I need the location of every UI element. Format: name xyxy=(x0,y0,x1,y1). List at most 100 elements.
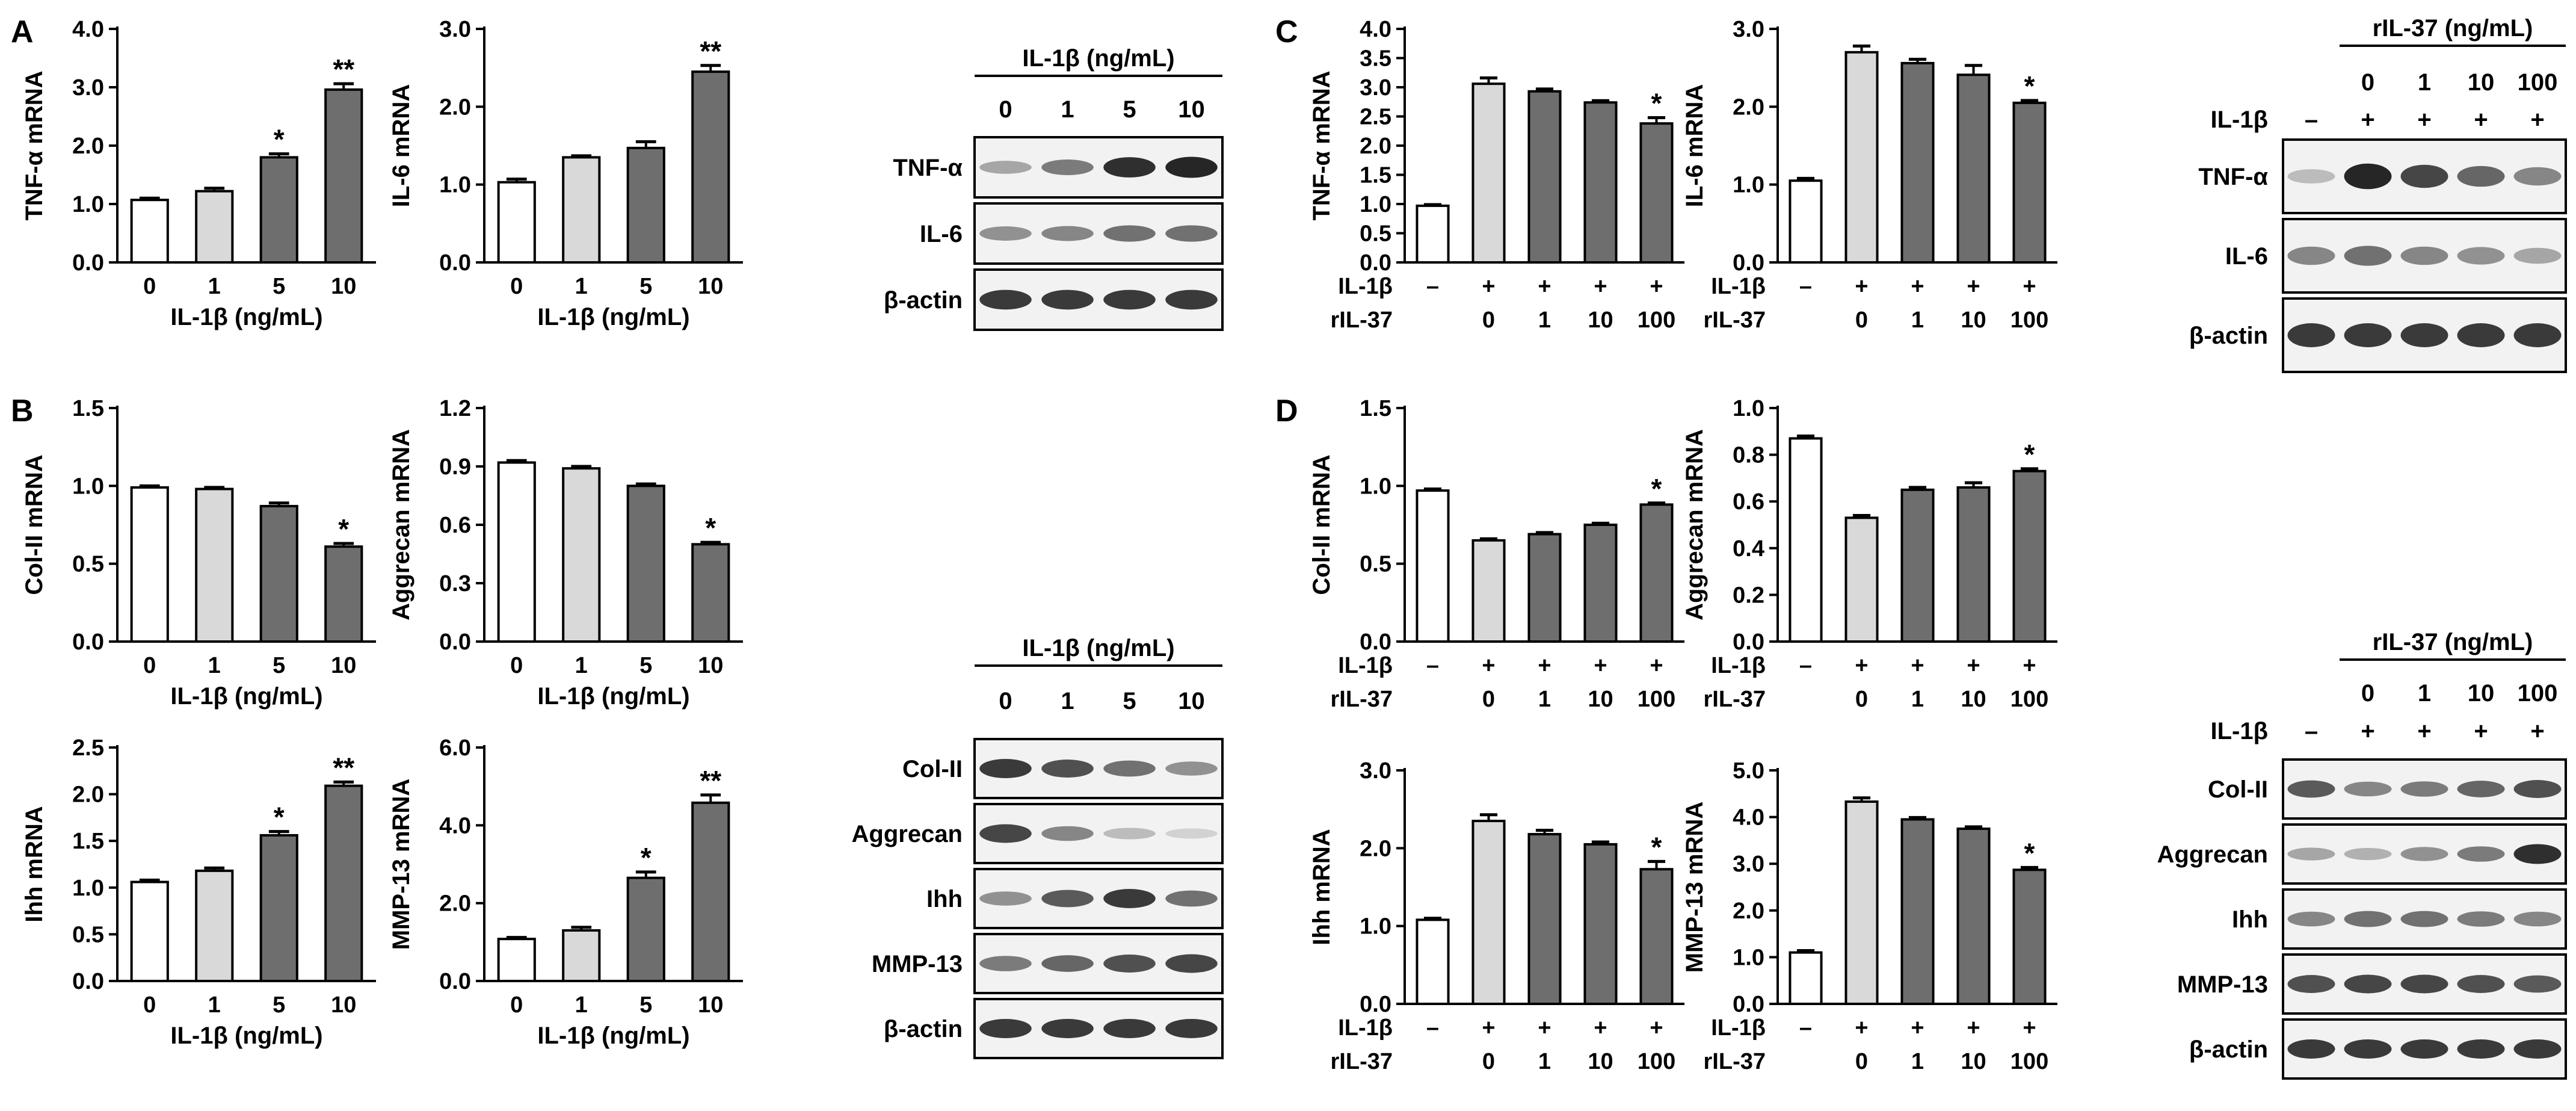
blot-band xyxy=(2287,975,2335,993)
panel-label-c: C xyxy=(1275,14,1298,49)
y-tick-label: 2.0 xyxy=(72,782,104,808)
bar-3 xyxy=(1583,843,1618,1006)
x-tick-label: 5 xyxy=(273,653,285,678)
lane-label: 100 xyxy=(2518,69,2558,96)
x-tick-label: 10 xyxy=(331,653,356,678)
significance-mark: * xyxy=(1651,831,1662,862)
blot-band xyxy=(2457,846,2505,862)
x-row-value: + xyxy=(1482,653,1495,678)
significance-mark: * xyxy=(1651,87,1662,119)
bar-2 xyxy=(259,504,298,643)
blot-row-label: IL-1β xyxy=(2210,107,2268,133)
bar-0 xyxy=(1416,918,1450,1005)
blot-band xyxy=(2513,323,2562,347)
x-row-label: rIL-37 xyxy=(1331,687,1393,712)
bar-1 xyxy=(1844,516,1879,643)
bar-0 xyxy=(130,880,169,983)
chart-b3: 0.0 0.5 1.0 1.5 2.0 2.5 Ihh mRNA 0 1 * 5 ** 10 IL-1β … xyxy=(21,735,376,1049)
x-tick-label: 0 xyxy=(143,653,156,678)
x-row-value: + xyxy=(1967,653,1980,678)
significance-mark: ** xyxy=(333,752,354,783)
blot-band xyxy=(1103,828,1156,840)
x-row-value: – xyxy=(1799,1015,1812,1041)
y-tick-label: 1.0 xyxy=(72,474,104,499)
bar-1 xyxy=(1471,820,1506,1005)
blot-band xyxy=(2457,323,2505,347)
blot-band xyxy=(2513,911,2562,927)
lane-label: 10 xyxy=(1178,688,1205,714)
x-tick-label: 10 xyxy=(698,653,723,678)
y-tick-label: 0.6 xyxy=(439,513,471,538)
x-tick-label: 1 xyxy=(208,274,221,299)
x-row-value: 10 xyxy=(1961,308,1986,333)
y-tick-label: 4.0 xyxy=(1733,805,1764,831)
blot-header: IL-1β (ng/mL) xyxy=(1022,635,1174,661)
lane-label: 1 xyxy=(1061,688,1074,714)
lane-treatment: + xyxy=(2417,718,2431,744)
x-row-value: 100 xyxy=(1638,1049,1675,1074)
x-tick-label: 1 xyxy=(575,992,588,1018)
x-tick-label: 5 xyxy=(273,274,285,299)
chart-c2: 0.0 1.0 2.0 3.0 IL-6 mRNA * IL-1β – + + + + rIL-37 0 1… xyxy=(1681,17,2057,333)
chart-d1: 0.0 0.5 1.0 1.5 Col-II mRNA * IL-1β – + + + + rIL-37… xyxy=(1308,396,1684,712)
x-row-value: 1 xyxy=(1911,1049,1924,1074)
blot-band xyxy=(1165,225,1218,242)
x-axis-label: IL-1β (ng/mL) xyxy=(170,683,322,710)
bar-2 xyxy=(259,156,298,264)
blot-band xyxy=(979,1018,1032,1039)
blot-band xyxy=(979,956,1032,971)
x-axis-label: IL-1β (ng/mL) xyxy=(170,304,322,330)
blot-band xyxy=(2400,246,2448,265)
lane-label: 1 xyxy=(1061,96,1074,123)
x-row-value: – xyxy=(1426,653,1439,678)
bar-2 xyxy=(1527,533,1562,643)
blot-band xyxy=(2344,781,2392,797)
lane-label: 10 xyxy=(2468,680,2495,707)
lane-label: 0 xyxy=(999,688,1012,714)
x-tick-label: 5 xyxy=(639,274,652,299)
y-tick-label: 1.5 xyxy=(72,396,104,421)
x-row-value: + xyxy=(1967,1015,1980,1041)
y-axis-label: Aggrecan mRNA xyxy=(388,429,414,620)
x-row-label: IL-1β xyxy=(1338,1015,1393,1041)
bar-1 xyxy=(562,467,601,643)
bar-3 xyxy=(691,543,730,643)
blot-band xyxy=(1103,225,1156,242)
y-tick-label: 0.0 xyxy=(1360,250,1391,276)
x-row-value: 0 xyxy=(1855,687,1868,712)
x-row-value: – xyxy=(1799,274,1812,299)
x-row-value: + xyxy=(1538,274,1551,299)
y-tick-label: 0.9 xyxy=(439,454,471,480)
blot-band xyxy=(2287,911,2335,927)
bar-1 xyxy=(1471,82,1506,264)
chart-b4: 0.0 2.0 4.0 6.0 MMP-13 mRNA 0 1 * 5 ** 10 IL-1β (ng… xyxy=(388,735,743,1049)
blot-band xyxy=(2287,169,2335,184)
y-tick-label: 2.0 xyxy=(1733,94,1764,120)
lane-label: 0 xyxy=(999,96,1012,123)
blot-band xyxy=(2344,163,2392,190)
chart-c1: 0.0 0.5 1.0 1.5 2.0 2.5 3.0 3.5 4.0 TNF-α mRNA * IL… xyxy=(1308,17,1684,333)
y-tick-label: 1.0 xyxy=(439,173,471,198)
x-row-value: 10 xyxy=(1961,687,1986,712)
bar-3 xyxy=(1583,101,1618,264)
blot-band-label: TNF-α xyxy=(893,155,963,181)
y-tick-label: 0.0 xyxy=(439,630,471,655)
blot-band xyxy=(1041,289,1094,310)
bar-0 xyxy=(1416,489,1450,643)
blot-band xyxy=(2287,1039,2335,1059)
bar-2 xyxy=(1527,90,1562,264)
blot-band-label: β-actin xyxy=(884,287,963,314)
western-blot-wd: rIL-37 (ng/mL) 0 1 10 100 IL-1β – + + + + Col-II Agg… xyxy=(2157,629,2567,1080)
x-tick-label: 1 xyxy=(208,653,221,678)
y-tick-label: 4.0 xyxy=(72,17,104,42)
y-tick-label: 1.0 xyxy=(1360,914,1391,939)
bar-2 xyxy=(626,484,665,643)
panel-label-a: A xyxy=(11,14,34,49)
bar-1 xyxy=(195,190,234,264)
y-tick-label: 0.5 xyxy=(72,922,104,947)
y-axis-label: MMP-13 mRNA xyxy=(1681,802,1708,973)
bar-3 xyxy=(324,545,363,643)
bar-1 xyxy=(195,487,234,643)
bar-0 xyxy=(1789,179,1823,264)
x-row-value: 100 xyxy=(2011,687,2048,712)
